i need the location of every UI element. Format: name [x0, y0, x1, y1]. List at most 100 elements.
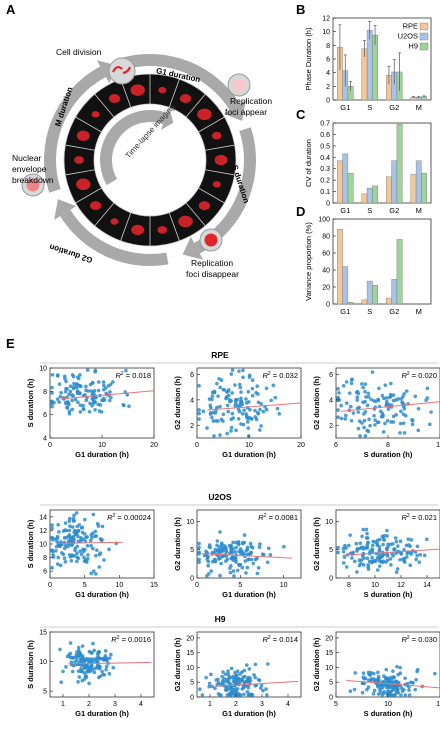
- scatter-point: [75, 389, 80, 393]
- scatter-point: [366, 429, 371, 434]
- scatter-point: [384, 685, 389, 690]
- scatter-point: [63, 543, 68, 548]
- group-title: RPE: [211, 350, 229, 360]
- y-tick-label: 4: [326, 70, 330, 77]
- scatter-point: [366, 565, 371, 569]
- scatter-point: [82, 677, 87, 681]
- scatter-point: [357, 405, 361, 410]
- scatter-point: [62, 556, 67, 561]
- scatter-point: [375, 543, 380, 547]
- bar: [337, 228, 343, 305]
- scatter-point: [382, 689, 386, 694]
- scatter-point: [372, 688, 377, 693]
- scatter-point: [62, 540, 67, 545]
- scatter-point: [224, 550, 229, 554]
- scatter-point: [96, 675, 101, 680]
- scatter-point: [101, 672, 105, 677]
- bar: [372, 34, 378, 101]
- scatter-point: [349, 381, 354, 386]
- scatter-point: [89, 659, 94, 664]
- fit-line: [68, 661, 152, 665]
- scatter-point: [229, 429, 233, 433]
- cycle-arrowhead: [54, 199, 77, 220]
- scatter-point: [233, 693, 237, 697]
- scatter-point: [365, 403, 370, 408]
- scatter-point: [100, 538, 104, 542]
- scatter-point: [364, 527, 369, 532]
- scatter-point: [50, 566, 54, 570]
- category-label: G1: [340, 206, 350, 215]
- scatter-point: [220, 674, 224, 679]
- cell-division-label: Cell division: [56, 47, 102, 57]
- scatter-point: [55, 374, 60, 378]
- x-axis-label: G1 duration (h): [222, 450, 276, 459]
- x-axis-label: G1 duration (h): [75, 450, 129, 459]
- scatter-point: [81, 403, 85, 408]
- scatter-point: [108, 390, 112, 394]
- scatter-point: [402, 406, 407, 411]
- group-title: U2OS: [208, 492, 231, 502]
- scatter-point: [50, 526, 54, 531]
- category-label: S: [367, 206, 372, 215]
- scatter-point: [240, 402, 244, 407]
- scatter-point: [87, 681, 91, 686]
- scatter-point: [225, 431, 230, 436]
- scatter-point: [400, 689, 405, 694]
- scatter-point: [197, 384, 201, 388]
- scatter-point: [57, 382, 62, 386]
- scatter-point: [398, 665, 402, 670]
- scatter-point: [87, 409, 92, 414]
- scatter-point: [198, 687, 202, 691]
- y-tick-label: 6: [43, 412, 47, 419]
- y-tick-label: 8: [43, 555, 47, 562]
- y-tick-label: 4: [43, 436, 47, 443]
- imaging-ring: [63, 73, 237, 247]
- scatter-point: [122, 403, 126, 408]
- frame-divider: [75, 116, 102, 133]
- scatter-point: [56, 555, 61, 560]
- y-tick-label: 5: [329, 680, 333, 687]
- scatter-point: [418, 552, 423, 557]
- nucleus-frame: [211, 131, 222, 140]
- scatter-point: [360, 690, 365, 695]
- scatter-point: [197, 411, 201, 416]
- scatter-point: [358, 541, 363, 545]
- scatter-point: [407, 688, 411, 692]
- nucleus-frame: [108, 94, 121, 103]
- y-tick-label: 0: [329, 576, 333, 583]
- scatter-point: [357, 558, 362, 562]
- scatter-point: [76, 645, 81, 650]
- frame-divider: [185, 202, 206, 227]
- scatter-point: [234, 545, 238, 550]
- time-lapse-arrow: [100, 107, 174, 185]
- scatter-point: [197, 550, 201, 554]
- scatter-point: [66, 534, 70, 539]
- scatter-point: [216, 692, 221, 696]
- cycle-arc: [122, 54, 240, 111]
- scatter-point: [81, 407, 86, 411]
- scatter-point: [257, 545, 262, 549]
- scatter-point: [408, 563, 413, 568]
- scatter-point: [50, 535, 54, 540]
- legend-label: H9: [408, 42, 418, 51]
- scatter-point: [352, 559, 357, 564]
- scatter-point: [96, 651, 100, 655]
- panel-letter-d: D: [296, 204, 305, 219]
- scatter-point: [376, 420, 381, 425]
- nucleus-frame: [130, 84, 145, 96]
- scatter-point: [93, 666, 98, 671]
- scatter-point: [88, 401, 92, 406]
- scatter-point: [273, 395, 278, 400]
- scatter-point: [94, 659, 99, 664]
- y-tick-label: 60: [322, 251, 330, 258]
- cycle-arrowhead: [182, 236, 204, 260]
- scatter-point: [245, 545, 250, 550]
- scatter-point: [373, 423, 377, 427]
- scatter-point: [429, 410, 433, 414]
- scatter-point: [63, 559, 68, 564]
- scatter-point: [372, 679, 377, 683]
- scatter-point: [109, 652, 113, 657]
- scatter-point: [350, 556, 354, 560]
- scatter-point: [82, 671, 87, 675]
- nucleus-frame: [197, 108, 212, 121]
